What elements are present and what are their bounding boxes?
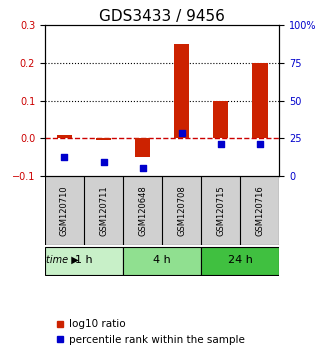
- Text: 1 h: 1 h: [75, 255, 93, 265]
- Point: [101, 159, 106, 165]
- Text: 24 h: 24 h: [228, 255, 253, 265]
- Bar: [162, 176, 201, 245]
- Title: GDS3433 / 9456: GDS3433 / 9456: [99, 8, 225, 24]
- Text: time ▶: time ▶: [46, 255, 78, 265]
- Bar: [174, 44, 189, 138]
- Bar: [96, 138, 111, 140]
- Text: GSM120716: GSM120716: [255, 185, 264, 236]
- Legend: log10 ratio, percentile rank within the sample: log10 ratio, percentile rank within the …: [50, 315, 249, 349]
- Text: GSM120648: GSM120648: [138, 185, 147, 236]
- FancyBboxPatch shape: [201, 247, 279, 275]
- FancyBboxPatch shape: [123, 247, 201, 275]
- Bar: [135, 138, 150, 157]
- Text: GSM120710: GSM120710: [60, 185, 69, 236]
- Point: [140, 165, 145, 171]
- FancyBboxPatch shape: [45, 247, 123, 275]
- Text: GSM120715: GSM120715: [216, 185, 225, 236]
- Bar: [201, 176, 240, 245]
- Bar: [240, 176, 279, 245]
- Text: 4 h: 4 h: [153, 255, 171, 265]
- Text: GSM120708: GSM120708: [177, 185, 186, 236]
- Bar: [213, 101, 229, 138]
- Point: [257, 141, 262, 147]
- Bar: [45, 176, 84, 245]
- Bar: [56, 135, 72, 138]
- Bar: [252, 63, 267, 138]
- Point: [62, 154, 67, 159]
- Bar: [84, 176, 123, 245]
- Point: [218, 141, 223, 147]
- Point: [179, 130, 184, 136]
- Text: GSM120711: GSM120711: [99, 185, 108, 236]
- Bar: [123, 176, 162, 245]
